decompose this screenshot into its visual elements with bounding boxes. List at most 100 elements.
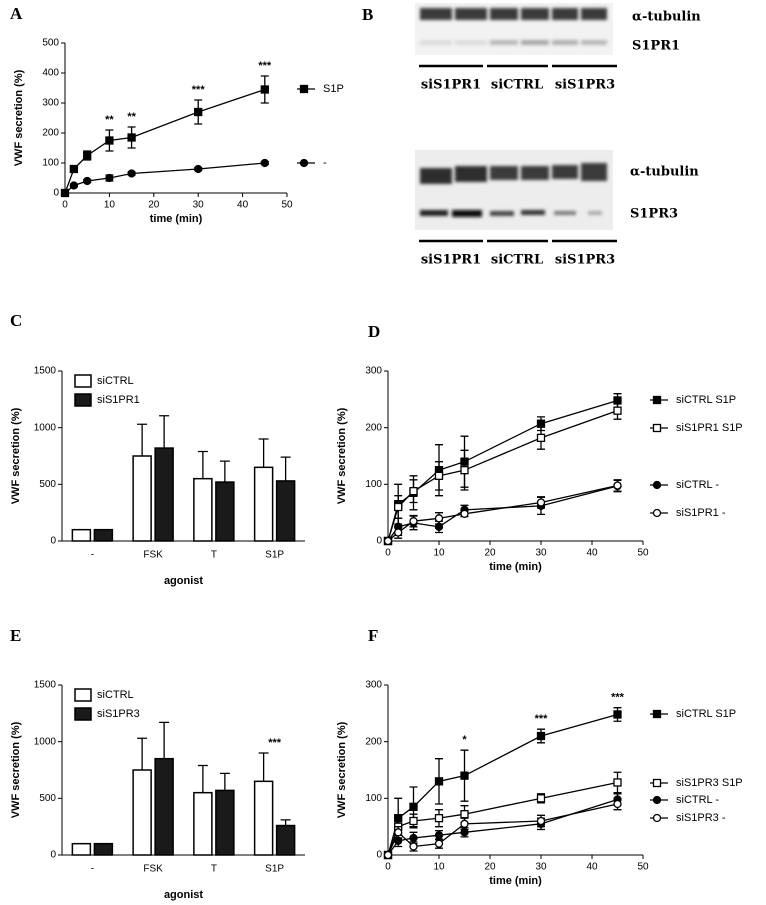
legend-label: siS1PR1 (97, 394, 140, 406)
x-axis-label: agonist (164, 889, 203, 901)
band (552, 8, 578, 20)
x-tick-label: 40 (586, 862, 598, 873)
x-tick-label: 10 (433, 548, 445, 559)
bar (193, 791, 213, 856)
marker (536, 794, 546, 803)
x-tick-label: 10 (104, 200, 116, 211)
x-tick-label: 10 (433, 862, 445, 873)
legend-marker (652, 795, 662, 805)
bar (93, 528, 114, 542)
legend-label: siS1PR3 S1P (676, 777, 743, 789)
y-tick-label: 200 (365, 736, 382, 747)
error-bar (159, 721, 170, 759)
chart-panel: D 0 100 200 300 VWF secretion (%) time (min) 0 1… (336, 322, 743, 573)
series-line (387, 713, 618, 856)
bar (275, 824, 296, 856)
legend-swatch (74, 374, 92, 388)
lane-label: siS1PR1 (421, 253, 481, 268)
band (420, 40, 452, 45)
bar (93, 842, 114, 856)
x-tick-label: 50 (281, 200, 293, 211)
chart-panel: E 0 500 1000 1500 VWF secretion (%) agonist - FS… (10, 626, 305, 901)
bar (132, 455, 152, 542)
marker (83, 176, 92, 186)
y-tick-label: 500 (39, 479, 56, 490)
bar (193, 477, 213, 542)
lane-label: siCTRL (491, 78, 543, 93)
significance: ** (105, 114, 114, 126)
band (588, 211, 602, 215)
band (521, 8, 549, 20)
bar (71, 842, 92, 856)
marker (105, 173, 114, 183)
marker (394, 502, 403, 512)
marker (383, 536, 393, 546)
significance: *** (611, 692, 625, 704)
legend-label: S1P (323, 83, 344, 95)
legend-label: siS1PR1 S1P (676, 422, 743, 434)
y-axis-label: VWF secretion (%) (10, 407, 22, 504)
panel-letter: C (10, 311, 22, 330)
band (455, 40, 487, 45)
marker (383, 850, 393, 860)
bar (132, 769, 152, 856)
error-bar (159, 415, 170, 449)
band (552, 165, 578, 179)
y-tick-label: 0 (50, 536, 56, 547)
panel-letter: B (362, 5, 373, 24)
significance: * (462, 734, 467, 746)
marker (434, 839, 444, 848)
legend-swatch (74, 688, 92, 702)
y-tick-label: 400 (42, 68, 59, 79)
band (581, 8, 607, 20)
marker (409, 802, 418, 811)
blot-row-label: α-tubulin (632, 10, 701, 25)
y-tick-label: 300 (365, 366, 382, 377)
marker (613, 799, 622, 809)
legend-label: siCTRL (97, 689, 134, 701)
y-tick-label: 1000 (34, 422, 57, 433)
legend-label: siS1PR3 (97, 708, 140, 720)
lane-label: siS1PR3 (555, 253, 615, 268)
y-tick-label: 100 (42, 158, 59, 169)
lane-label: siS1PR3 (555, 78, 615, 93)
bar (154, 447, 174, 542)
y-axis-label: VWF secretion (%) (336, 721, 348, 818)
x-tick-label: S1P (265, 864, 284, 875)
x-tick-label: 40 (237, 200, 249, 211)
error-bar (280, 456, 291, 481)
marker (460, 819, 469, 828)
error-bar (219, 460, 230, 483)
y-tick-label: 300 (365, 680, 382, 691)
marker (105, 136, 114, 145)
marker (536, 498, 546, 507)
bar (71, 528, 92, 542)
band (490, 40, 518, 45)
legend-label: siS1PR3 - (676, 812, 726, 824)
marker (260, 158, 269, 168)
legend-marker (652, 395, 662, 405)
legend-label: siCTRL S1P (676, 708, 736, 720)
chart-panel: C 0 500 1000 1500 VWF secretion (%) agonist - FS… (10, 311, 305, 587)
x-tick-label: 0 (385, 862, 391, 873)
blot-row-label: S1PR1 (632, 39, 680, 54)
band (490, 8, 518, 20)
chart-panel: F 0 100 200 300 VWF secretion (%) time (min) 0 1… (336, 626, 743, 887)
bands (420, 163, 607, 217)
y-tick-label: 0 (53, 188, 59, 199)
y-tick-label: 500 (39, 793, 56, 804)
bar (253, 780, 274, 856)
band (490, 211, 514, 216)
x-tick-label: 30 (193, 200, 205, 211)
y-tick-label: 500 (42, 38, 59, 49)
legend-marker (652, 778, 662, 788)
error-bar (258, 438, 269, 468)
series-line (387, 410, 618, 542)
y-tick-label: 0 (376, 536, 382, 547)
y-tick-label: 200 (42, 128, 59, 139)
band (521, 210, 545, 215)
marker (460, 466, 469, 475)
significance: *** (268, 737, 282, 749)
marker (127, 133, 136, 142)
